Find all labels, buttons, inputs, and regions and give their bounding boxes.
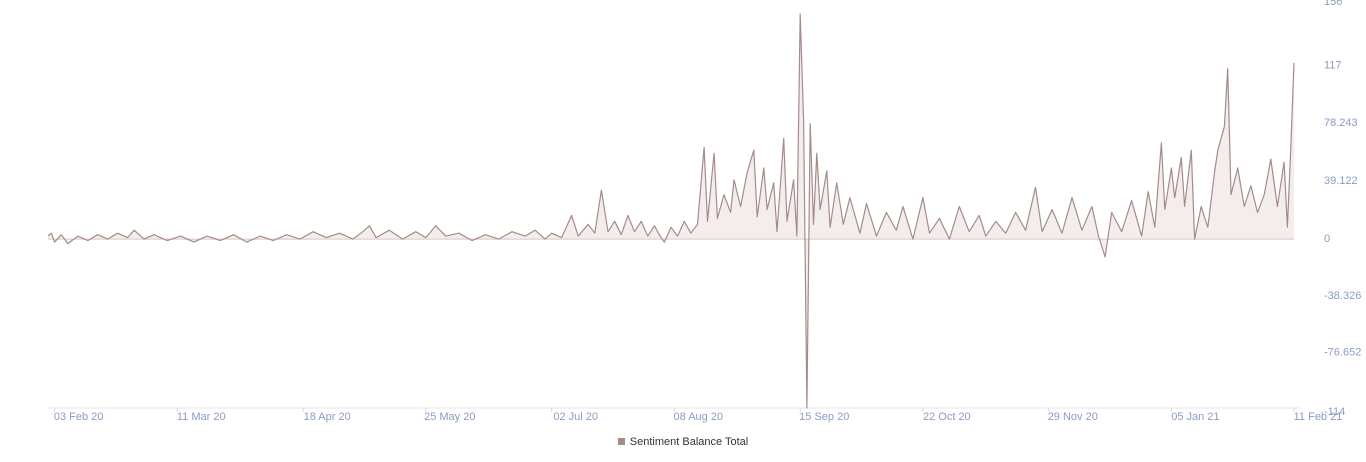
y-tick-label: -38.326	[1324, 290, 1361, 302]
x-tick-label: 11 Mar 20	[177, 411, 226, 423]
x-tick-label: 02 Jul 20	[553, 411, 598, 423]
x-tick-label: 05 Jan 21	[1171, 411, 1219, 423]
x-tick-label: 29 Nov 20	[1048, 411, 1098, 423]
y-tick-label: 39.122	[1324, 175, 1358, 187]
x-tick-label: 15 Sep 20	[799, 411, 849, 423]
legend-label: Sentiment Balance Total	[629, 436, 749, 448]
x-tick-label: 11 Feb 21	[1294, 411, 1343, 423]
y-axis: 156 117 78.243 39.122 0 -38.326 -76.652 -114	[1324, 0, 1361, 418]
y-tick-label: 78.243	[1324, 117, 1358, 129]
y-tick-label: -76.652	[1324, 347, 1361, 359]
x-tick-label: 18 Apr 20	[304, 411, 351, 423]
x-axis: 03 Feb 20 11 Mar 20 18 Apr 20 25 May 20 02 J…	[54, 408, 1343, 423]
x-tick-label: 22 Oct 20	[923, 411, 971, 423]
legend[interactable]: Sentiment Balance Total	[0, 436, 1366, 448]
x-tick-label: 03 Feb 20	[54, 411, 104, 423]
legend-swatch	[617, 438, 625, 445]
series-layer	[47, 13, 1295, 409]
y-tick-label: 0	[1324, 233, 1330, 245]
y-tick-label: 156	[1324, 0, 1342, 8]
y-tick-label: -114	[1324, 406, 1345, 418]
x-tick-label: 25 May 20	[424, 411, 475, 423]
y-tick-label: 117	[1324, 60, 1342, 72]
x-tick-label: 08 Aug 20	[674, 411, 724, 423]
series-line-0[interactable]	[47, 13, 1295, 409]
series-area-0	[48, 13, 1294, 409]
